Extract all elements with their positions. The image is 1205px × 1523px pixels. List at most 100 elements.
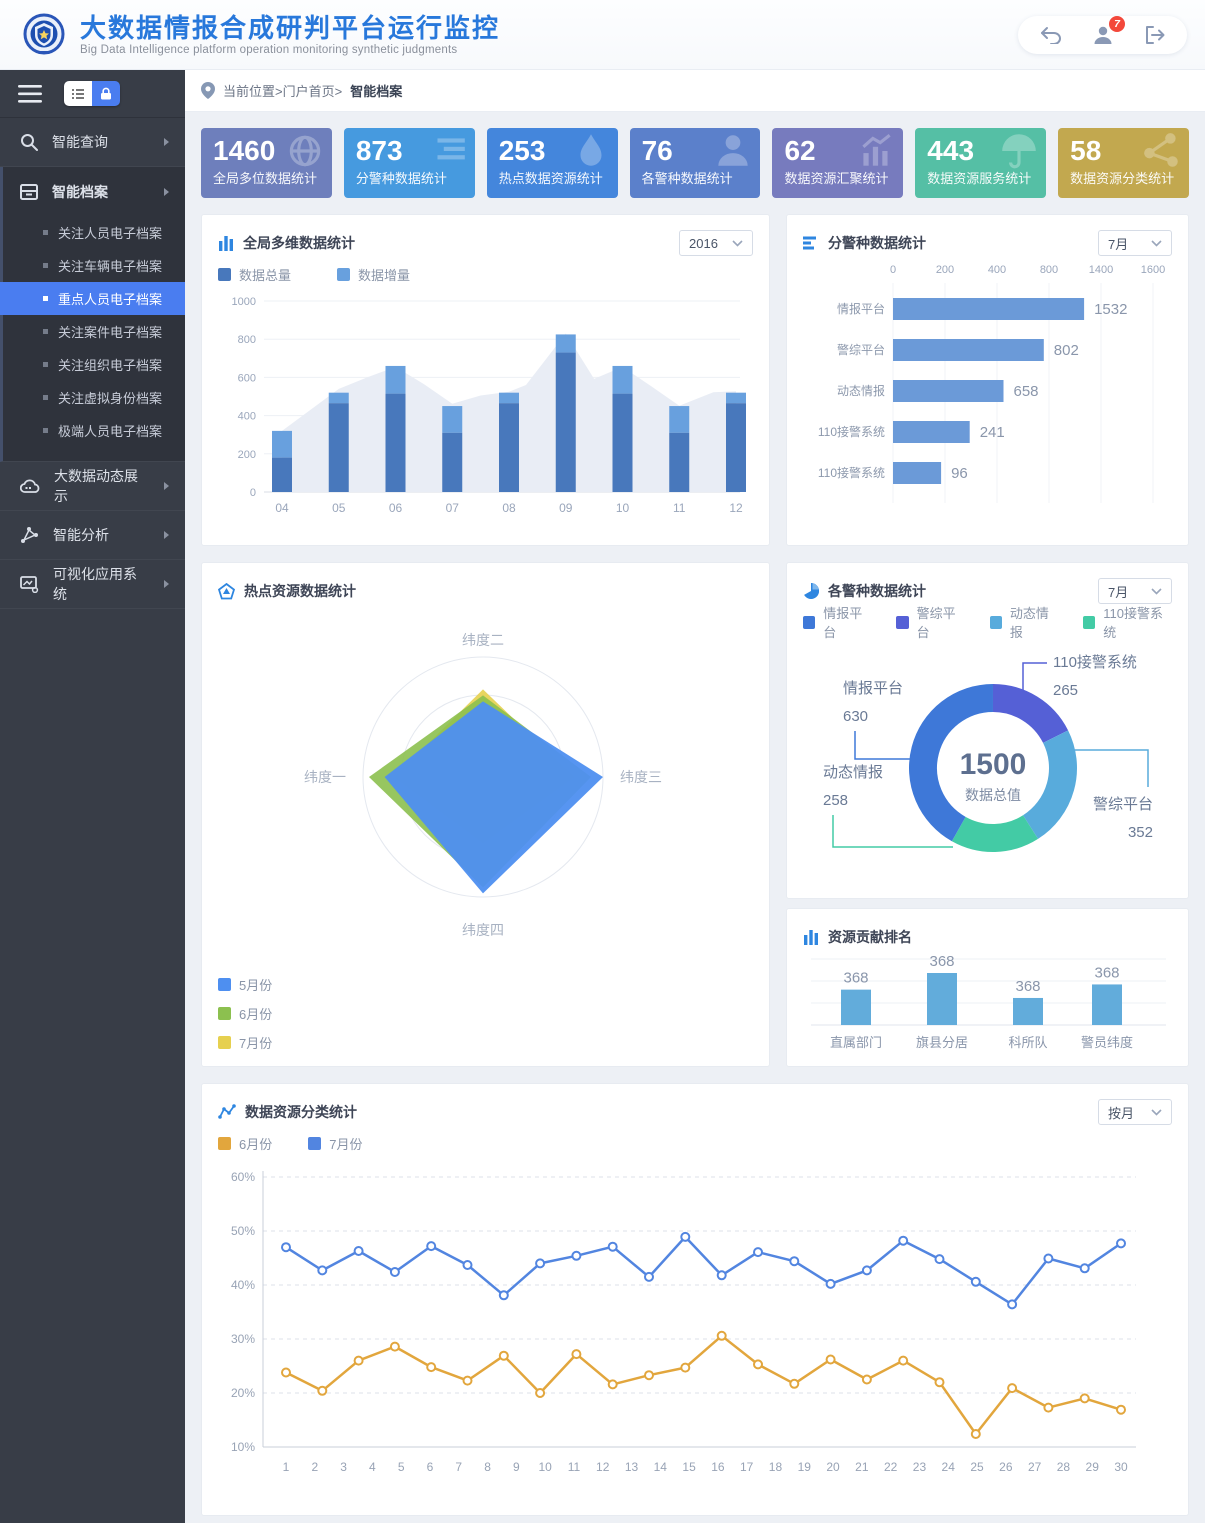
pentagon-icon (218, 582, 235, 599)
legend-item[interactable]: 数据增量 (337, 265, 410, 284)
breadcrumb: 当前位置>门户首页> 智能档案 (185, 70, 1205, 112)
legend-label: 情报平台 (823, 606, 863, 640)
legend-item[interactable]: 5月份 (218, 975, 272, 994)
sidebar-item-smart-query[interactable]: 智能查询 (0, 118, 185, 167)
stat-cards-row: 1460 全局多位数据统计 873 分警种数据统计 (201, 128, 1190, 198)
svg-text:07: 07 (446, 501, 460, 515)
chart-legend: 数据总量 数据增量 (218, 261, 753, 287)
legend-label: 警综平台 (916, 606, 956, 640)
svg-text:14: 14 (654, 1460, 668, 1474)
page-subtitle: Big Data Intelligence platform operation… (80, 44, 458, 56)
svg-text:258: 258 (823, 792, 848, 809)
hamburger-menu-icon[interactable] (18, 84, 42, 103)
svg-text:19: 19 (798, 1460, 812, 1474)
legend-item[interactable]: 6月份 (218, 1004, 272, 1023)
legend-label: 7月份 (329, 1136, 363, 1152)
year-dropdown[interactable]: 2016 (679, 230, 753, 256)
lock-mode-button[interactable] (92, 81, 120, 106)
month-dropdown[interactable]: 7月 (1098, 230, 1172, 256)
svg-text:110接警系统: 110接警系统 (1053, 654, 1137, 671)
submenu-item[interactable]: 关注案件电子档案 (3, 315, 185, 348)
stat-card-hotspot: 253 热点数据资源统计 (486, 128, 618, 198)
logout-button[interactable] (1144, 25, 1165, 45)
svg-text:7: 7 (455, 1460, 462, 1474)
lock-icon (101, 87, 111, 100)
page-title: 大数据情报合成研判平台运行监控 (80, 13, 501, 43)
user-icon (1094, 26, 1112, 44)
cloud-icon (20, 479, 40, 493)
submenu-item[interactable]: 关注组织电子档案 (3, 348, 185, 381)
panel-police-type-bars: 分警种数据统计 7月 0 200 400 800 1400 1600 情报平台 1532 警综平… (786, 214, 1189, 546)
bullet-icon (43, 230, 48, 235)
legend-swatch (218, 1007, 231, 1020)
stat-label: 数据资源分类统计 (1070, 171, 1175, 186)
legend-label: 7月份 (239, 1036, 273, 1051)
submenu-label: 极端人员电子档案 (58, 424, 163, 439)
police-type-donut-chart: 1500 数据总值 情报平台 630 110接警系统 265 警综平台 352 动态情报 258 (823, 654, 1153, 852)
user-button[interactable]: 7 (1092, 15, 1125, 46)
svg-text:28: 28 (1057, 1460, 1071, 1474)
svg-text:8: 8 (484, 1460, 491, 1474)
submenu-item[interactable]: 关注人员电子档案 (3, 216, 185, 249)
legend-item[interactable]: 情报平台 (803, 603, 872, 641)
svg-text:40%: 40% (231, 1278, 255, 1292)
svg-text:368: 368 (1094, 964, 1119, 981)
panel-title: 各警种数据统计 (828, 583, 926, 599)
svg-text:658: 658 (1014, 383, 1039, 400)
legend-item[interactable]: 警综平台 (896, 603, 965, 641)
chart-up-icon (862, 134, 891, 166)
submenu-item[interactable]: 关注虚拟身份档案 (3, 381, 185, 414)
svg-text:110接警系统: 110接警系统 (818, 465, 885, 480)
svg-text:1532: 1532 (1094, 301, 1127, 318)
stat-card-police-type: 873 分警种数据统计 (343, 128, 475, 198)
dropdown-value: 按月 (1108, 1105, 1135, 1121)
svg-text:11: 11 (568, 1460, 581, 1474)
sidebar-item-smart-archive[interactable]: 智能档案 (3, 167, 185, 216)
legend-label: 6月份 (239, 1007, 273, 1022)
submenu-item[interactable]: 关注车辆电子档案 (3, 249, 185, 282)
undo-button[interactable] (1040, 26, 1062, 44)
svg-text:纬度一: 纬度一 (304, 769, 346, 785)
bullet-icon (43, 329, 48, 334)
panel-header: 全局多维数据统计 2016 (218, 229, 753, 257)
logout-icon (1146, 25, 1165, 44)
svg-text:12: 12 (729, 501, 743, 515)
police-type-bar-chart: 0 200 400 800 1400 1600 情报平台 1532 警综平台 802 动态情报 658… (818, 264, 1165, 503)
svg-text:20: 20 (826, 1460, 840, 1474)
svg-text:数据总值: 数据总值 (965, 787, 1021, 803)
legend-item[interactable]: 数据总量 (218, 265, 291, 284)
svg-text:0: 0 (890, 264, 896, 276)
legend-item[interactable]: 7月份 (218, 1033, 272, 1052)
legend-item[interactable]: 6月份 (218, 1134, 272, 1153)
legend-item[interactable]: 110接警系统 (1082, 603, 1172, 641)
svg-text:10%: 10% (231, 1440, 255, 1454)
sidebar-item-smart-analysis[interactable]: 智能分析 (0, 511, 185, 560)
period-dropdown[interactable]: 按月 (1098, 1099, 1172, 1125)
svg-text:纬度四: 纬度四 (462, 922, 504, 938)
resource-rank-chart: 368 直属部门 368 旗县分居 368 科所队 368 警员纬度 (811, 953, 1166, 1050)
police-badge-logo (23, 13, 65, 54)
list-icon (72, 88, 84, 99)
charts-row-1: 全局多维数据统计 2016 数据总量 数据增量 0 200 400 600 800 1000… (201, 214, 1189, 546)
sidebar-item-bigdata-display[interactable]: 大数据动态展示 (0, 462, 185, 511)
stat-value: 62 (784, 135, 816, 166)
list-mode-button[interactable] (64, 81, 92, 106)
bullet-icon (43, 395, 48, 400)
submenu-item[interactable]: 极端人员电子档案 (3, 414, 185, 447)
month-dropdown[interactable]: 7月 (1098, 578, 1172, 604)
legend-swatch (989, 615, 1002, 629)
sidebar-item-label: 智能分析 (53, 527, 109, 543)
sidebar-item-visualization[interactable]: 可视化应用系统 (0, 560, 185, 609)
submenu-item-active[interactable]: 重点人员电子档案 (0, 282, 185, 315)
panel-police-type-donut: 各警种数据统计 7月 情报平台 警综平台 动态情报 110接警系统 1500 数据总值情… (786, 562, 1189, 899)
panel-global-multidim: 全局多维数据统计 2016 数据总量 数据增量 0 200 400 600 800 1000… (201, 214, 770, 546)
breadcrumb-prefix[interactable]: 当前位置>门户首页> (223, 84, 343, 99)
panel-title: 数据资源分类统计 (245, 1104, 357, 1120)
chevron-right-icon (164, 138, 169, 146)
submenu-label: 关注组织电子档案 (58, 358, 163, 373)
svg-text:30%: 30% (231, 1332, 255, 1346)
svg-text:9: 9 (513, 1460, 520, 1474)
legend-item[interactable]: 动态情报 (989, 603, 1059, 641)
legend-item[interactable]: 7月份 (308, 1134, 362, 1153)
legend-swatch (218, 1136, 231, 1150)
